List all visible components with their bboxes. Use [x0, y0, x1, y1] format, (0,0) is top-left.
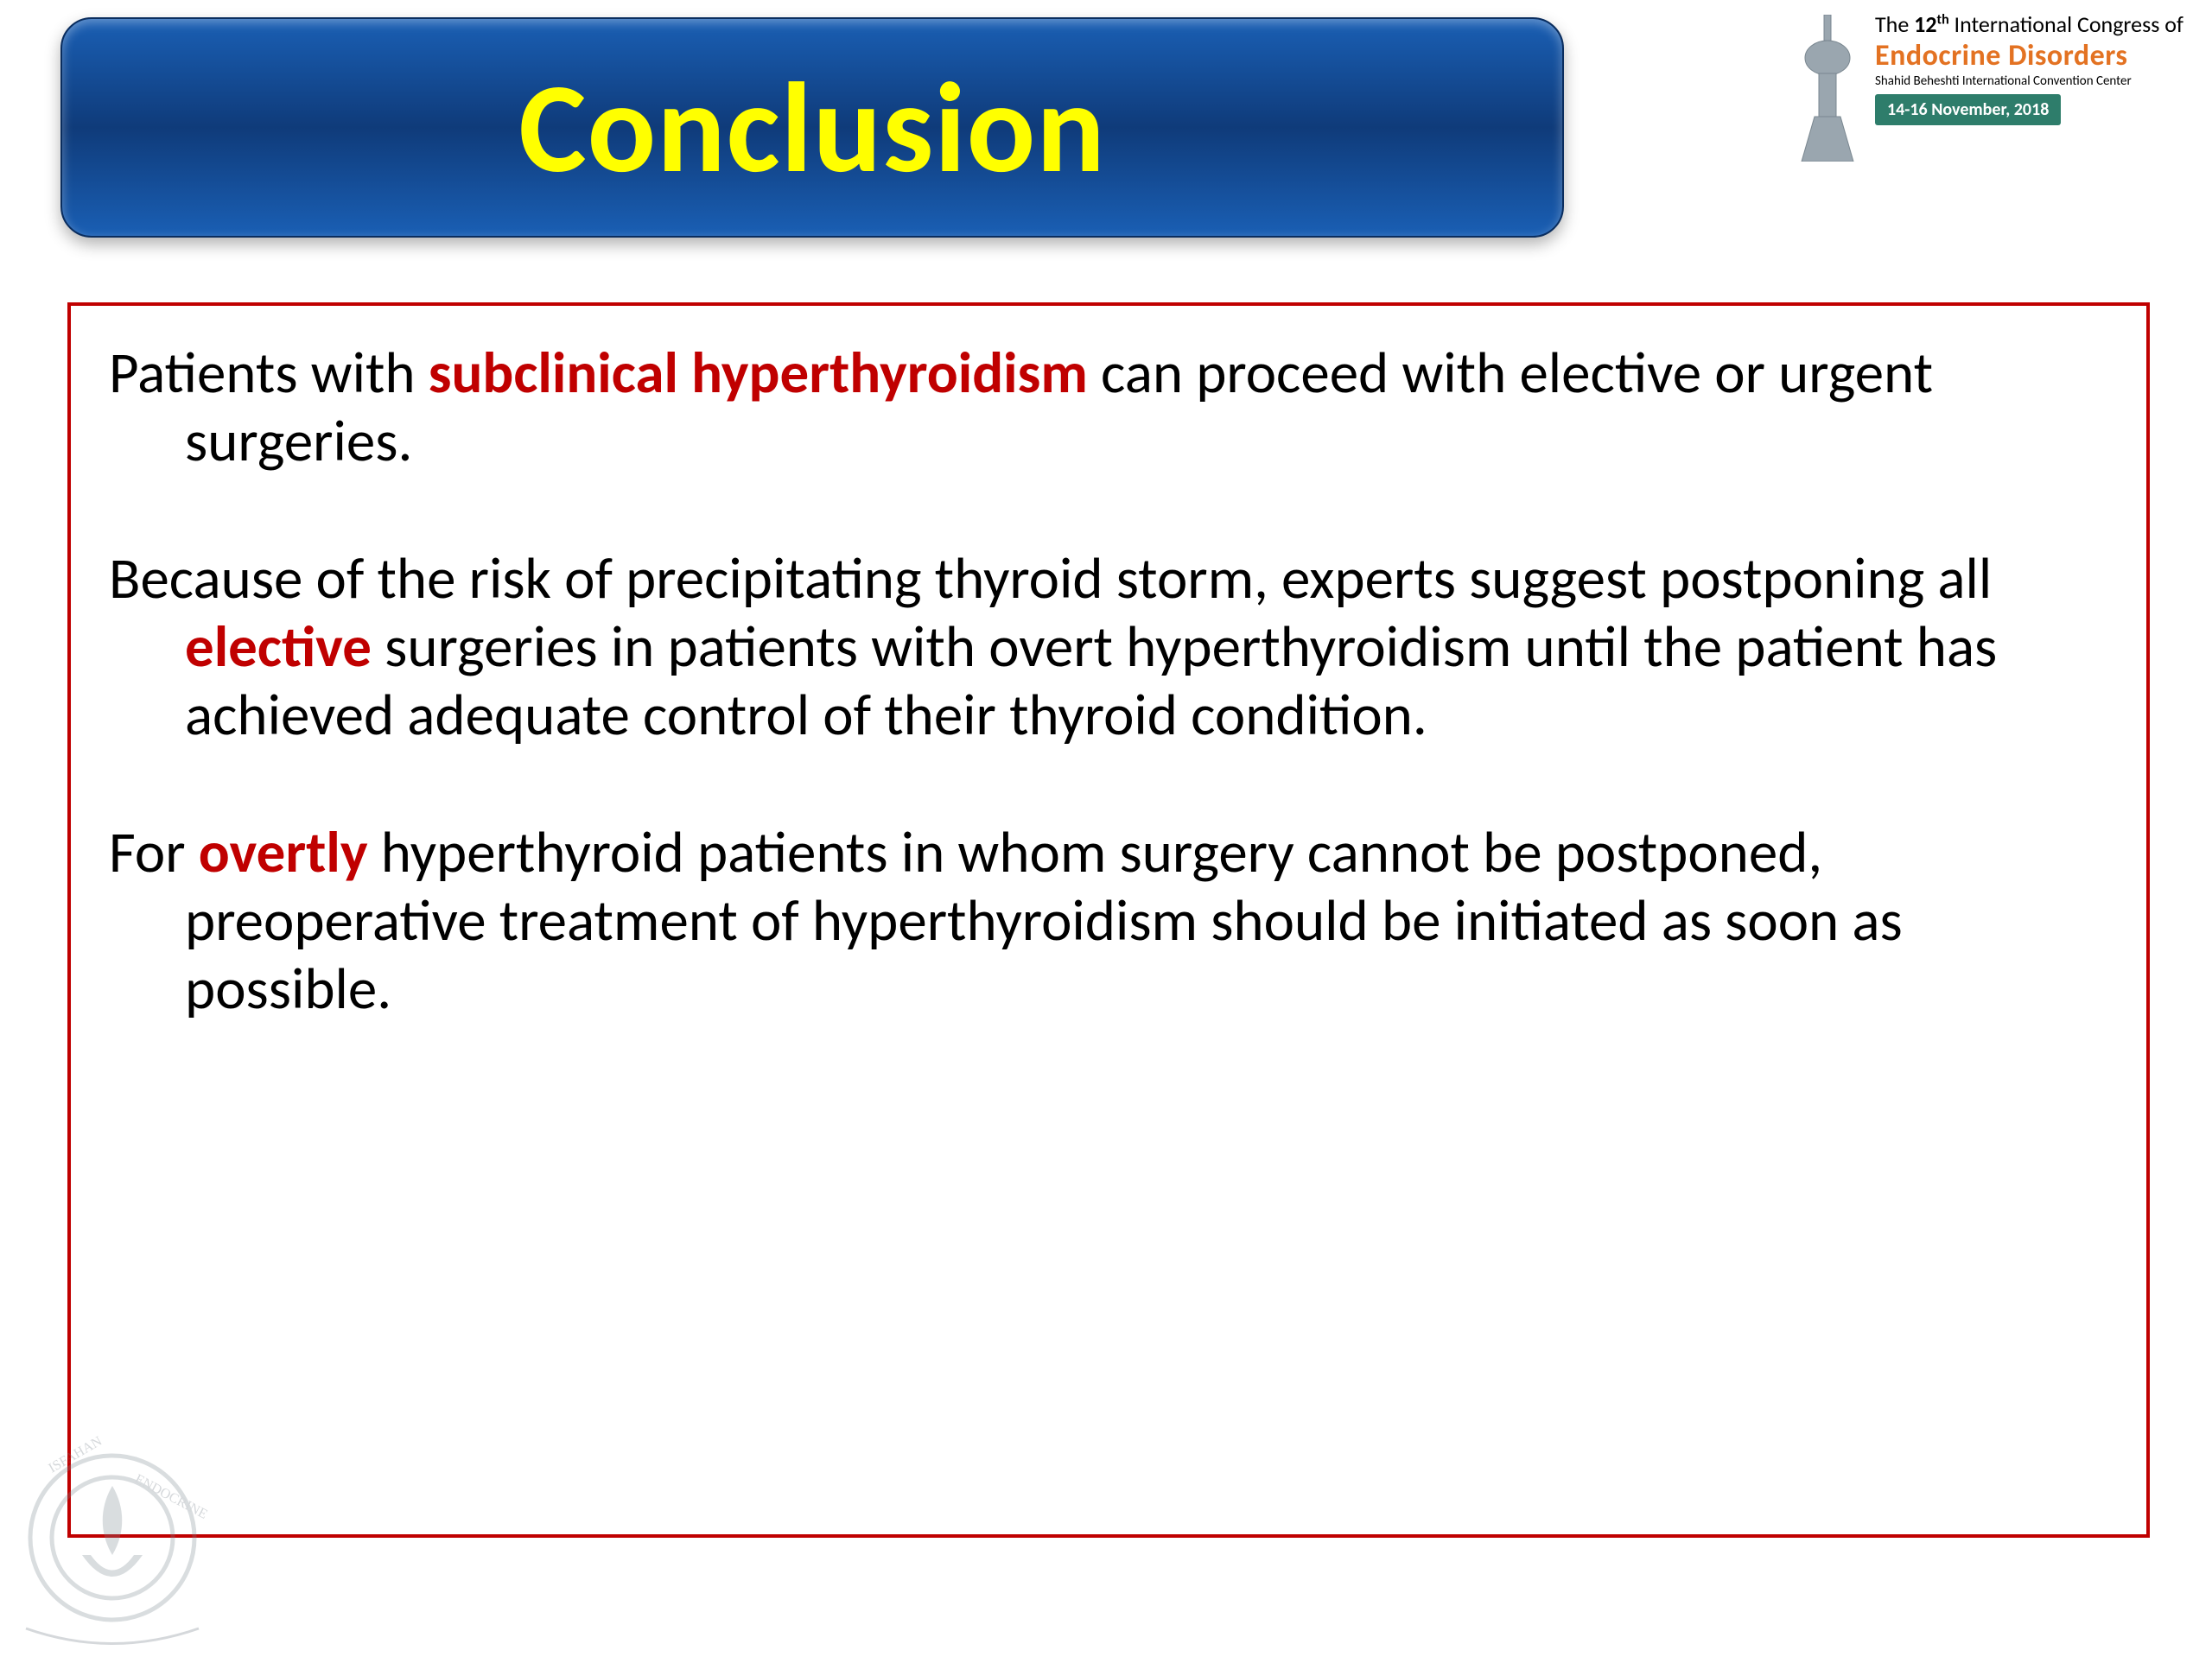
p2-text-a: Because of the risk of precipitating thy…	[109, 543, 1992, 613]
congress-name: Endocrine Disorders	[1875, 38, 2169, 73]
p1-highlight: subclinical hyperthyroidism	[429, 337, 1088, 408]
congress-date-badge: 14-16 November, 2018	[1875, 94, 2061, 125]
title-banner: Conclusion	[60, 17, 1564, 238]
svg-text:ISFAHAN: ISFAHAN	[47, 1434, 105, 1476]
slide-title: Conclusion	[518, 49, 1105, 206]
content-frame: Patients with subclinical hyperthyroidis…	[67, 302, 2150, 1538]
p2-highlight: elective	[185, 611, 372, 682]
p1-text-a: Patients with	[109, 337, 429, 408]
paragraph-3: For overtly hyperthyroid patients in who…	[109, 818, 2108, 1023]
congress-text: The 12th International Congress of Endoc…	[1875, 10, 2169, 125]
congress-ordinal: th	[1937, 11, 1949, 28]
congress-line1-c: International Congress of	[1949, 10, 2183, 38]
p3-text-a: For	[109, 816, 199, 887]
congress-line1-a: The	[1875, 10, 1914, 38]
tower-icon	[1789, 10, 1866, 166]
congress-logo: The 12th International Congress of Endoc…	[1780, 2, 2177, 183]
congress-venue: Shahid Beheshti International Convention…	[1875, 73, 2169, 89]
p3-text-b: hyperthyroid patients in whom surgery ca…	[185, 816, 1903, 1024]
institution-seal-icon: ISFAHAN ENDOCRINE	[0, 1434, 225, 1659]
paragraph-1: Patients with subclinical hyperthyroidis…	[109, 339, 2108, 475]
p2-text-b: surgeries in patients with overt hyperth…	[185, 611, 1997, 750]
congress-number: 12	[1914, 10, 1936, 38]
paragraph-2: Because of the risk of precipitating thy…	[109, 544, 2108, 749]
p3-highlight: overtly	[199, 816, 368, 887]
congress-line1: The 12th International Congress of	[1875, 10, 2169, 38]
